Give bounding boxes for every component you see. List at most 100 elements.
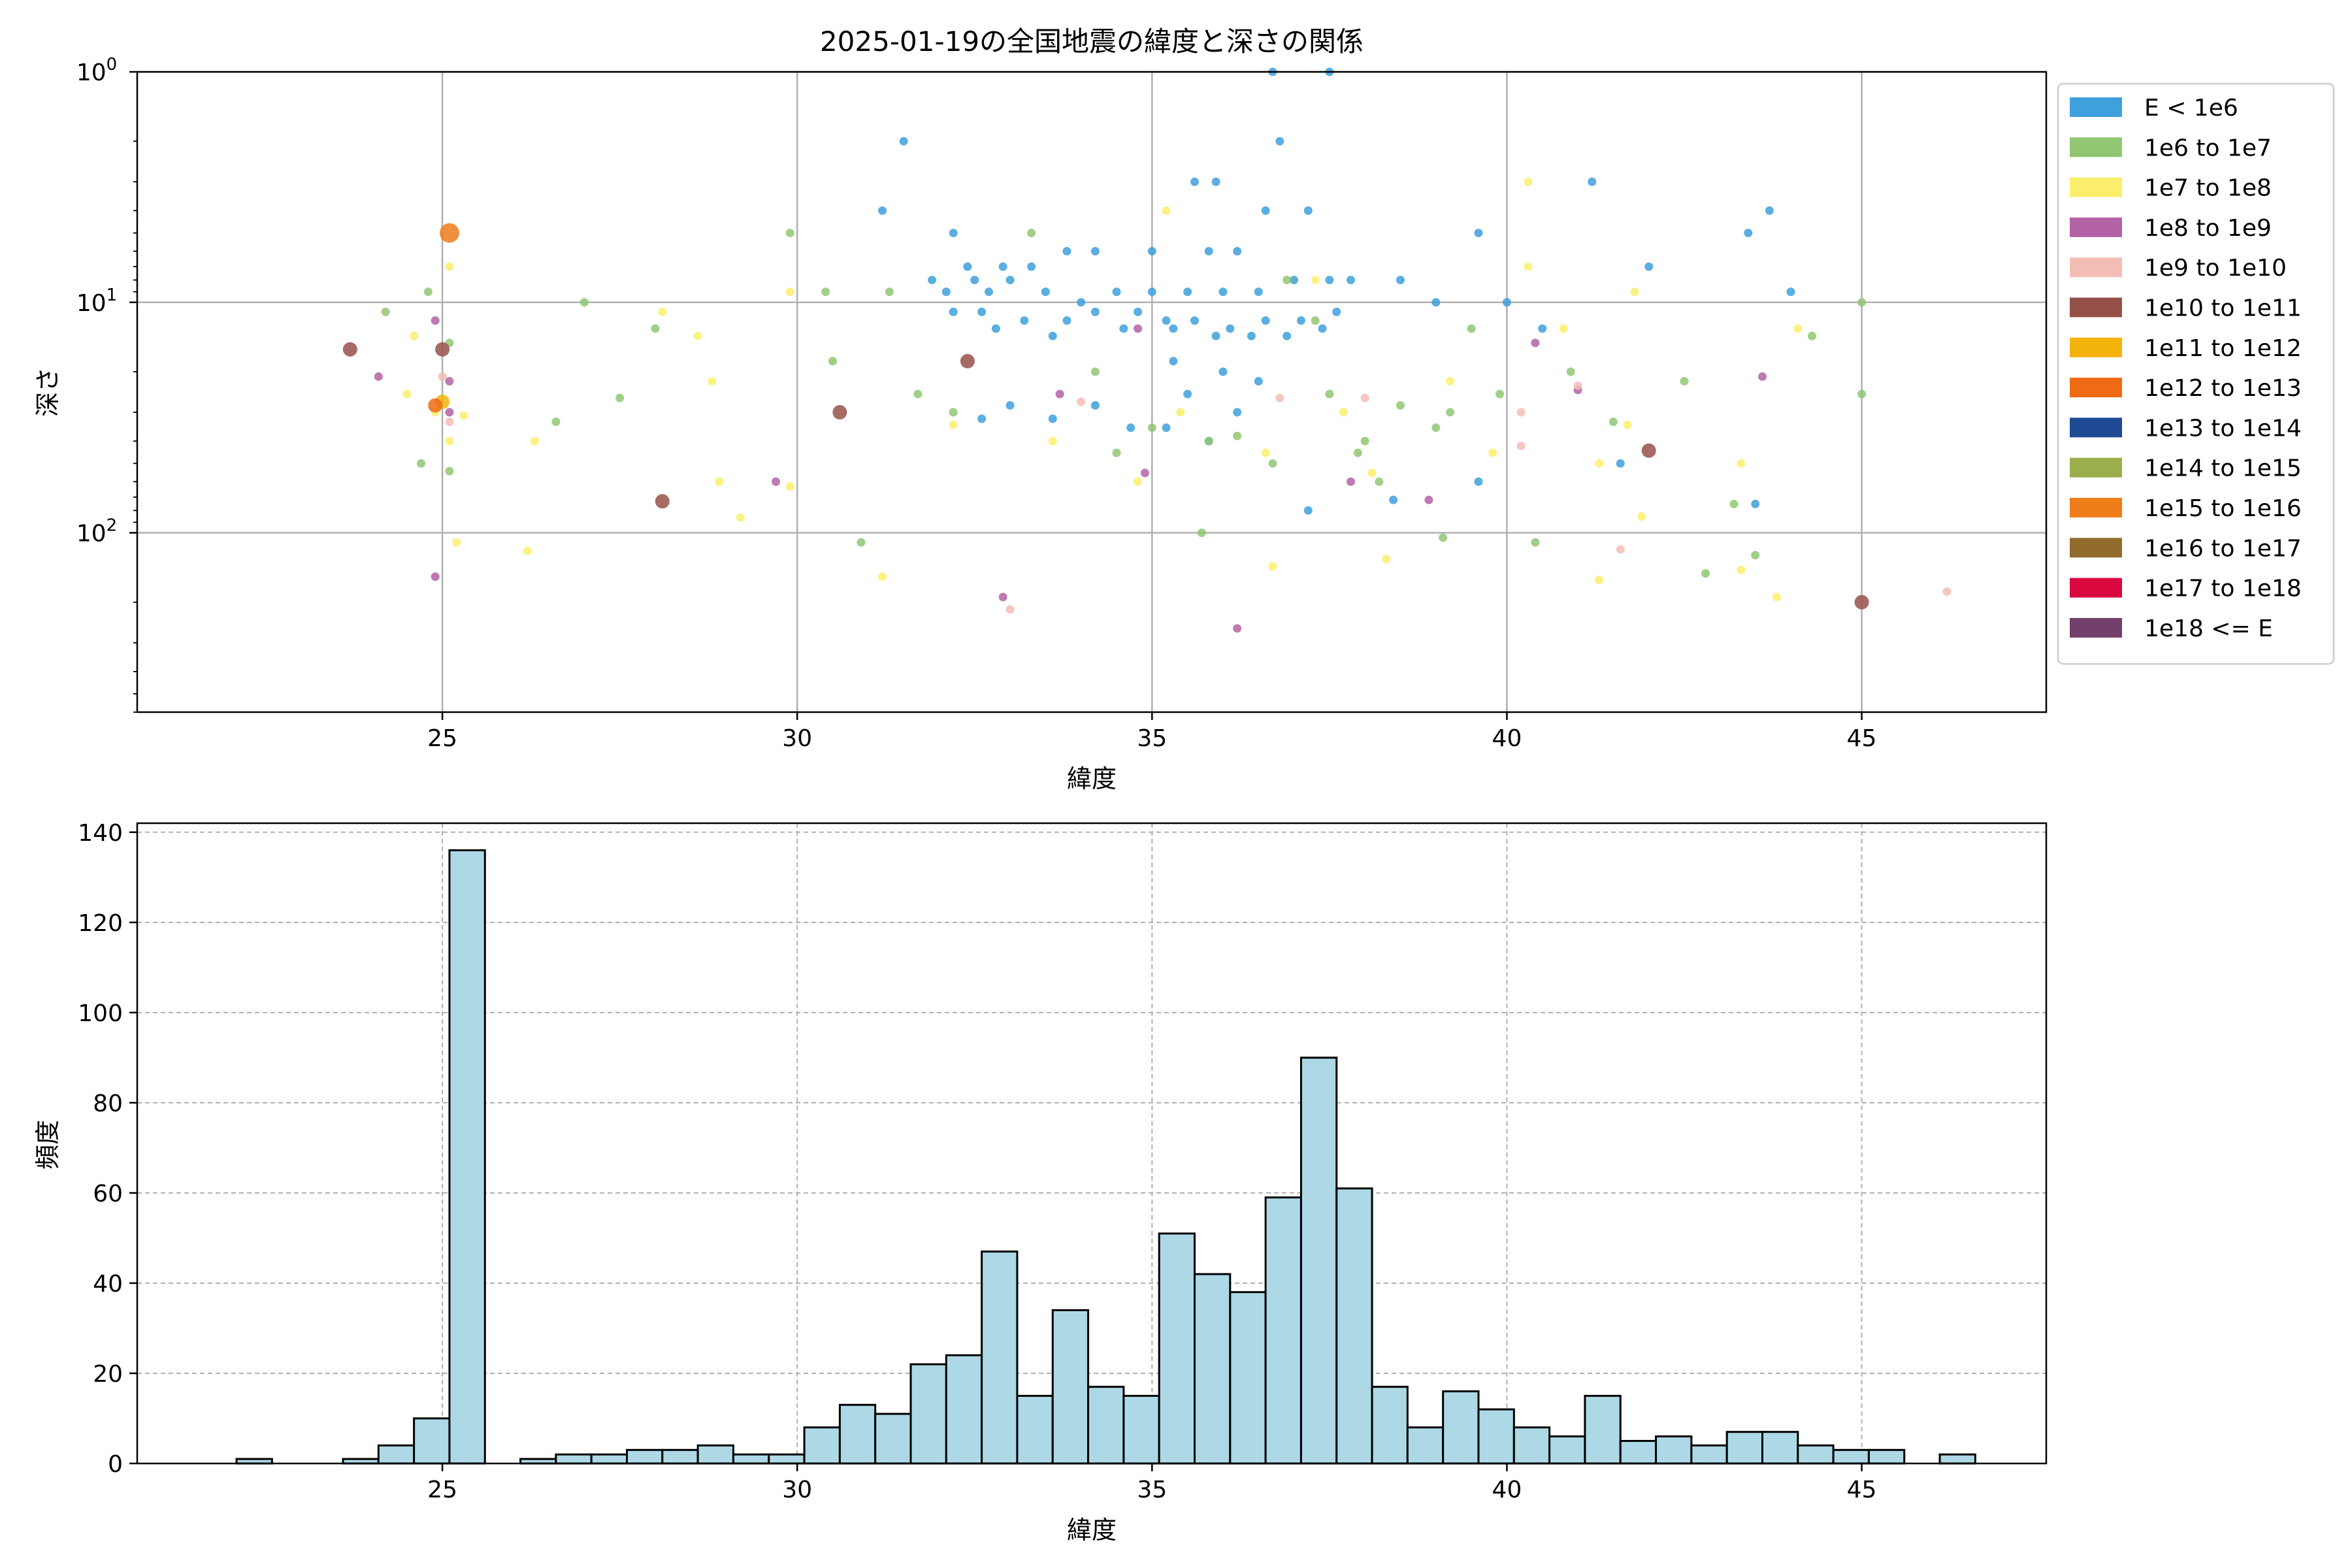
histogram-bar bbox=[803, 1426, 841, 1465]
scatter-point-1e6-to-1e7 bbox=[1431, 423, 1441, 433]
scatter-point-e-lt-1e6 bbox=[1431, 298, 1441, 307]
legend-swatch-1e15-to-1e16 bbox=[2070, 498, 2122, 517]
histogram-panel: 25 30 35 40 45 0 20 40 60 80 100 120 140 緯度 頻度 bbox=[33, 820, 2048, 1544]
scatter-point-1e7-to-1e8 bbox=[1524, 262, 1533, 271]
scatter-point-e-lt-1e6 bbox=[1786, 287, 1795, 297]
scatter-point-1e10-to-1e11 bbox=[832, 405, 847, 420]
legend-label-1e12-to-1e13: 1e12 to 1e13 bbox=[2144, 375, 2302, 402]
histogram-bar bbox=[1690, 1444, 1728, 1465]
scatter-point-1e7-to-1e8 bbox=[445, 262, 454, 271]
scatter-point-1e6-to-1e7 bbox=[1027, 229, 1036, 238]
scatter-point-1e7-to-1e8 bbox=[1162, 206, 1171, 215]
scatter-point-1e10-to-1e11 bbox=[1854, 595, 1869, 610]
scatter-point-1e9-to-1e10 bbox=[1077, 397, 1086, 406]
scatter-point-1e6-to-1e7 bbox=[1325, 389, 1334, 399]
scatter-point-1e7-to-1e8 bbox=[1630, 287, 1639, 297]
scatter-point-e-lt-1e6 bbox=[1261, 316, 1270, 325]
legend-swatch-1e7-to-1e8 bbox=[2070, 177, 2122, 197]
scatter-point-1e8-to-1e9 bbox=[445, 408, 454, 417]
legend-swatch-1e6-to-1e7 bbox=[2070, 137, 2122, 157]
histogram-bar bbox=[732, 1453, 770, 1465]
scatter-x-axis: 25 30 35 40 45 bbox=[427, 712, 1876, 752]
scatter-point-1e7-to-1e8 bbox=[785, 482, 794, 491]
scatter-point-1e9-to-1e10 bbox=[1275, 393, 1284, 402]
scatter-point-e-lt-1e6 bbox=[1162, 423, 1171, 433]
scatter-point-1e6-to-1e7 bbox=[1729, 499, 1739, 508]
scatter-point-1e7-to-1e8 bbox=[445, 436, 454, 446]
scatter-point-1e6-to-1e7 bbox=[1090, 367, 1100, 376]
histogram-bar bbox=[1725, 1431, 1764, 1465]
legend-label-1e9-to-1e10: 1e9 to 1e10 bbox=[2144, 255, 2287, 282]
scatter-point-e-lt-1e6 bbox=[998, 262, 1007, 271]
scatter-point-1e8-to-1e9 bbox=[1758, 372, 1767, 381]
histogram-bar bbox=[1548, 1435, 1586, 1465]
legend-swatch-1e8-to-1e9 bbox=[2070, 217, 2122, 237]
legend-label-1e8-to-1e9: 1e8 to 1e9 bbox=[2144, 215, 2272, 242]
scatter-point-e-lt-1e6 bbox=[1275, 137, 1284, 146]
scatter-point-e-lt-1e6 bbox=[1226, 324, 1235, 333]
histogram-bar bbox=[1406, 1426, 1445, 1465]
histogram-bar bbox=[1655, 1435, 1693, 1465]
scatter-point-1e10-to-1e11 bbox=[655, 494, 670, 509]
scatter-point-e-lt-1e6 bbox=[1765, 206, 1774, 215]
scatter-point-e-lt-1e6 bbox=[1254, 287, 1263, 297]
scatter-point-1e7-to-1e8 bbox=[1793, 324, 1803, 333]
scatter-point-e-lt-1e6 bbox=[1211, 331, 1220, 340]
histogram-bar bbox=[874, 1413, 912, 1465]
scatter-point-e-lt-1e6 bbox=[1254, 377, 1263, 386]
scatter-point-e-lt-1e6 bbox=[977, 307, 987, 316]
scatter-point-1e6-to-1e7 bbox=[580, 298, 589, 307]
scatter-point-1e7-to-1e8 bbox=[1446, 377, 1455, 386]
histogram-y-axis: 0 20 40 60 80 100 120 140 bbox=[78, 820, 137, 1478]
legend-swatch-1e14-to-1e15 bbox=[2070, 457, 2122, 478]
histogram-bar bbox=[1229, 1291, 1267, 1465]
scatter-point-e-lt-1e6 bbox=[1041, 287, 1050, 297]
scatter-point-1e6-to-1e7 bbox=[1112, 448, 1121, 457]
scatter-point-1e8-to-1e9 bbox=[998, 593, 1007, 602]
scatter-point-1e6-to-1e7 bbox=[1609, 417, 1618, 427]
scatter-point-1e10-to-1e11 bbox=[342, 342, 357, 357]
scatter-point-e-lt-1e6 bbox=[1090, 400, 1100, 410]
scatter-point-1e9-to-1e10 bbox=[1516, 408, 1526, 417]
scatter-point-1e6-to-1e7 bbox=[381, 307, 390, 316]
scatter-x-tick-label: 30 bbox=[782, 725, 812, 752]
scatter-point-1e8-to-1e9 bbox=[445, 377, 454, 386]
histogram-bar bbox=[1122, 1394, 1160, 1465]
scatter-point-1e6-to-1e7 bbox=[615, 393, 625, 402]
scatter-point-1e7-to-1e8 bbox=[530, 436, 539, 446]
scatter-point-1e9-to-1e10 bbox=[1005, 605, 1015, 614]
scatter-point-1e6-to-1e7 bbox=[1566, 367, 1575, 376]
histogram-bar bbox=[377, 1444, 416, 1465]
legend-box bbox=[2057, 82, 2335, 665]
scatter-point-1e7-to-1e8 bbox=[410, 331, 419, 340]
scatter-point-e-lt-1e6 bbox=[1261, 206, 1270, 215]
histogram-bar bbox=[1371, 1386, 1409, 1465]
scatter-point-1e6-to-1e7 bbox=[1495, 389, 1505, 399]
scatter-point-e-lt-1e6 bbox=[1332, 307, 1341, 316]
scatter-x-tick-label: 45 bbox=[1847, 725, 1877, 752]
scatter-point-1e6-to-1e7 bbox=[885, 287, 894, 297]
scatter-point-1e8-to-1e9 bbox=[1424, 495, 1433, 504]
scatter-point-1e6-to-1e7 bbox=[1446, 408, 1455, 417]
legend-label-1e10-to-1e11: 1e10 to 1e11 bbox=[2144, 295, 2302, 322]
scatter-point-1e7-to-1e8 bbox=[459, 411, 468, 420]
scatter-point-e-lt-1e6 bbox=[1162, 316, 1171, 325]
histogram-y-label: 頻度 bbox=[33, 1120, 62, 1169]
scatter-point-e-lt-1e6 bbox=[928, 276, 937, 285]
scatter-point-1e9-to-1e10 bbox=[1942, 587, 1952, 596]
scatter-point-1e6-to-1e7 bbox=[1311, 316, 1320, 325]
scatter-point-1e6-to-1e7 bbox=[445, 466, 454, 476]
scatter-point-1e6-to-1e7 bbox=[1353, 448, 1362, 457]
legend-label-1e15-to-1e16: 1e15 to 1e16 bbox=[2144, 495, 2302, 522]
scatter-title: 2025-01-19の全国地震の緯度と深さの関係 bbox=[820, 25, 1364, 57]
scatter-point-1e6-to-1e7 bbox=[1701, 569, 1710, 578]
legend-label-1e18-lte-e: 1e18 <= E bbox=[2144, 615, 2273, 642]
scatter-point-1e7-to-1e8 bbox=[523, 546, 532, 555]
histogram-bar bbox=[1619, 1439, 1658, 1465]
histogram-y-tick-label: 80 bbox=[93, 1090, 123, 1117]
scatter-point-1e10-to-1e11 bbox=[435, 342, 450, 357]
scatter-point-1e8-to-1e9 bbox=[431, 572, 440, 581]
scatter-point-1e7-to-1e8 bbox=[693, 331, 702, 340]
histogram-x-tick-label: 30 bbox=[782, 1477, 812, 1503]
scatter-point-1e7-to-1e8 bbox=[452, 538, 461, 547]
